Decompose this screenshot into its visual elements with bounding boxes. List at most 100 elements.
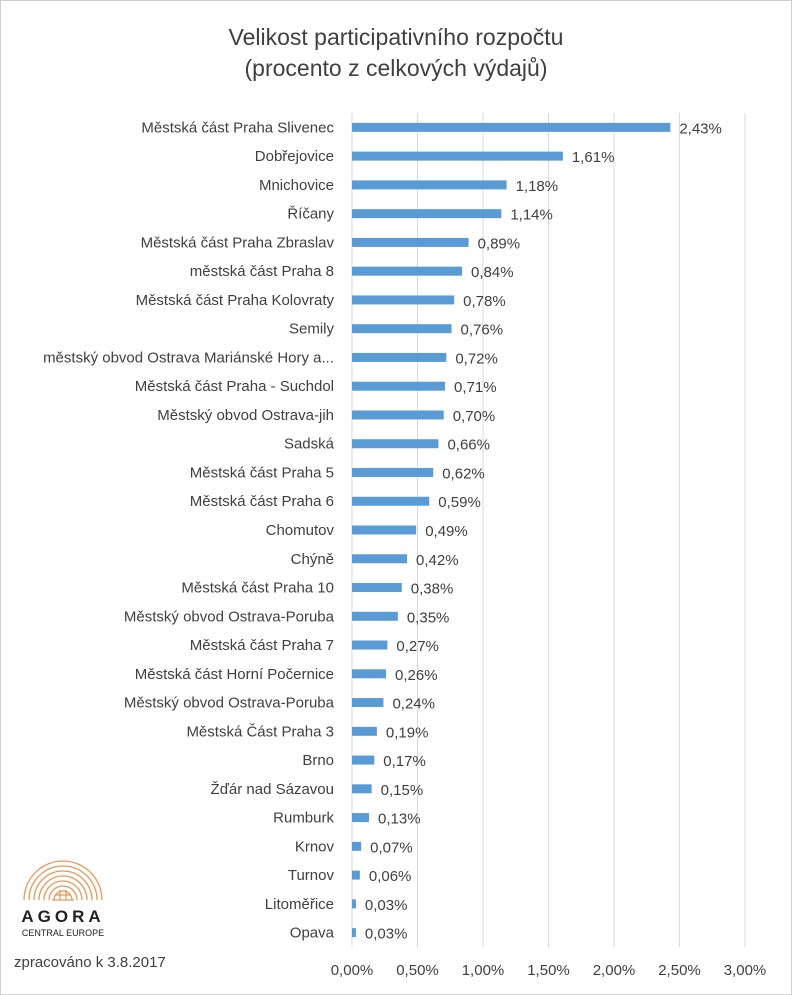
bar	[352, 180, 507, 190]
category-label: Městská část Praha Slivenec	[141, 119, 334, 136]
data-label: 0,71%	[454, 379, 497, 396]
data-label: 0,07%	[370, 839, 413, 856]
bar	[352, 209, 502, 219]
x-tick-label: 2,50%	[658, 962, 701, 979]
data-label: 0,15%	[381, 782, 424, 799]
bar	[352, 928, 356, 938]
bar	[352, 237, 469, 247]
agora-logo-arcs	[23, 860, 103, 901]
bar	[352, 784, 372, 794]
data-label: 0,26%	[395, 667, 438, 684]
category-label: Krnov	[295, 838, 335, 855]
category-label: Chýně	[291, 551, 334, 568]
bar	[352, 611, 398, 621]
bar	[352, 583, 402, 593]
category-label: Městský obvod Ostrava-Poruba	[124, 608, 335, 625]
bar	[352, 467, 434, 477]
bar	[352, 295, 455, 305]
data-label: 0,76%	[461, 322, 504, 339]
data-label: 0,72%	[455, 350, 498, 367]
data-label: 0,84%	[471, 264, 514, 281]
data-label: 0,19%	[386, 724, 429, 741]
data-label: 0,62%	[442, 465, 485, 482]
category-label: Litoměřice	[265, 896, 334, 913]
category-label: Semily	[289, 321, 335, 338]
data-label: 0,24%	[392, 696, 435, 713]
agora-logo: AGORA CENTRAL EUROPE	[21, 860, 104, 938]
bar	[352, 726, 377, 736]
category-label: Městská část Praha 7	[190, 637, 334, 654]
category-label: Městská část Praha - Suchdol	[135, 378, 334, 395]
data-label: 0,89%	[478, 235, 521, 252]
bar	[352, 525, 417, 535]
x-tick-label: 2,00%	[593, 962, 636, 979]
data-label: 0,17%	[383, 753, 426, 770]
category-label: Mnichovice	[259, 177, 334, 194]
category-label: Městský obvod Ostrava-jih	[157, 407, 334, 424]
data-label: 1,61%	[572, 149, 615, 166]
agora-logo-subtitle: CENTRAL EUROPE	[22, 928, 104, 938]
data-label: 0,13%	[378, 811, 421, 828]
data-label: 2,43%	[679, 120, 722, 137]
agora-logo-wordmark: AGORA	[21, 907, 104, 926]
data-label: 1,18%	[516, 178, 559, 195]
bar	[352, 496, 430, 506]
bar	[352, 841, 362, 851]
category-label: Dobřejovice	[255, 148, 334, 165]
bar	[352, 151, 563, 161]
category-label: Městský obvod Ostrava-Poruba	[124, 695, 335, 712]
bar	[352, 640, 388, 650]
category-label: Městská část Praha 10	[181, 580, 334, 597]
bar	[352, 439, 439, 449]
category-label: Brno	[302, 752, 334, 769]
data-label: 0,03%	[365, 926, 408, 943]
bar	[352, 266, 463, 276]
category-label: městský obvod Ostrava Mariánské Hory a..…	[43, 349, 334, 366]
category-label: městská část Praha 8	[190, 263, 334, 280]
category-label: Městská část Praha Zbraslav	[141, 234, 335, 251]
category-label: Sadská	[284, 436, 335, 453]
data-label: 0,35%	[407, 609, 450, 626]
category-label: Rumburk	[273, 810, 334, 827]
x-tick-label: 1,50%	[527, 962, 570, 979]
x-tick-label: 0,00%	[331, 962, 374, 979]
bar	[352, 554, 408, 564]
chart-title-line1: Velikost participativního rozpočtu	[228, 24, 564, 50]
data-label: 0,06%	[369, 868, 412, 885]
bar	[352, 122, 671, 132]
category-label: Městská část Horní Počernice	[135, 666, 334, 683]
bar	[352, 669, 387, 679]
data-label: 1,14%	[510, 207, 553, 224]
bar	[352, 352, 447, 362]
footer-note: zpracováno k 3.8.2017	[14, 954, 166, 971]
category-label: Turnov	[288, 867, 335, 884]
chart-title-line2: (procento z celkových výdajů)	[244, 55, 548, 81]
data-label: 0,49%	[425, 523, 468, 540]
category-label: Opava	[290, 925, 335, 942]
bar	[352, 381, 446, 391]
x-tick-label: 1,00%	[462, 962, 505, 979]
data-label: 0,70%	[453, 408, 496, 425]
data-label: 0,78%	[463, 293, 506, 310]
x-tick-label: 0,50%	[396, 962, 439, 979]
category-label: Městská část Praha Kolovraty	[136, 292, 335, 309]
bar	[352, 755, 375, 765]
category-label: Chomutov	[266, 522, 335, 539]
data-label: 0,66%	[447, 437, 490, 454]
bar	[352, 870, 360, 880]
category-label: Městská Část Praha 3	[186, 723, 334, 740]
data-label: 0,42%	[416, 552, 459, 569]
data-label: 0,03%	[365, 897, 408, 914]
data-label: 0,38%	[411, 581, 454, 598]
x-tick-label: 3,00%	[724, 962, 767, 979]
data-label: 0,27%	[396, 638, 439, 655]
bar	[352, 410, 444, 420]
bar	[352, 698, 384, 708]
category-label: Žďár nad Sázavou	[211, 781, 334, 798]
chart-title: Velikost participativního rozpočtu (proc…	[0, 22, 792, 84]
bar	[352, 324, 452, 334]
category-label: Říčany	[287, 206, 334, 223]
data-label: 0,59%	[438, 494, 481, 511]
bar	[352, 813, 370, 823]
